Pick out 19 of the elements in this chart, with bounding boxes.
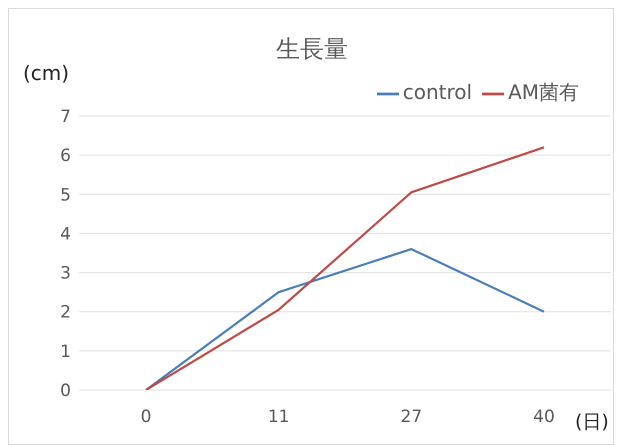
x-axis-title: (日): [575, 410, 609, 435]
y-tick-label: 0: [60, 381, 71, 402]
y-tick-label: 6: [60, 146, 71, 166]
y-tick-label: 7: [60, 107, 71, 128]
line-series: [144, 248, 546, 390]
y-tick-label: 5: [60, 185, 71, 206]
y-axis-title: (cm): [23, 61, 70, 85]
y-tick-label: 2: [60, 302, 71, 323]
x-tick-label: 11: [268, 407, 290, 428]
legend-label: AM菌有: [508, 80, 579, 104]
y-tick-label: 4: [60, 224, 71, 244]
legend-label: control: [402, 80, 472, 104]
x-tick-label: 27: [400, 407, 422, 428]
y-tick-label: 3: [60, 264, 71, 284]
chart-title: 生長量: [276, 35, 348, 63]
x-tick-label: 0: [140, 407, 152, 428]
y-tick-label: 1: [60, 342, 71, 362]
x-tick-label: 40: [533, 407, 555, 428]
line-series: [144, 146, 546, 390]
